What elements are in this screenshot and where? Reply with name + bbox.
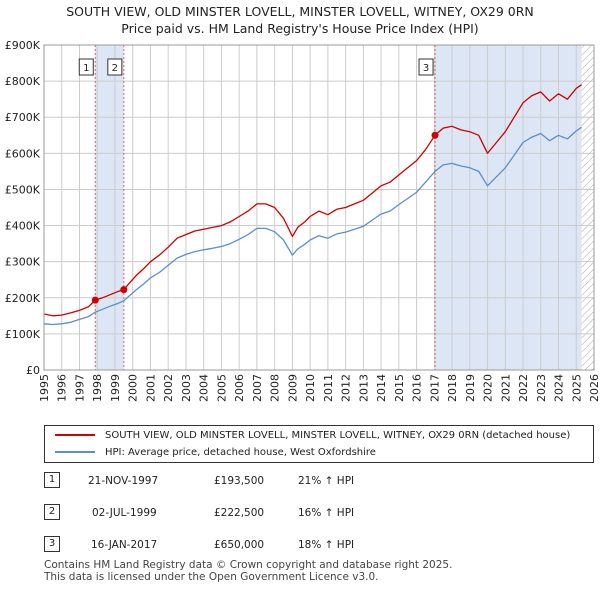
x-tick-label: 2024 — [553, 374, 566, 402]
x-tick-label: 2022 — [517, 374, 530, 402]
sale-date: 16-JAN-2017 — [91, 539, 158, 551]
x-tick-label: 2018 — [446, 374, 459, 402]
x-tick-label: 1996 — [56, 374, 69, 402]
x-tick-label: 2009 — [286, 374, 299, 402]
sale-hpi-change: 16% ↑ HPI — [298, 507, 355, 519]
x-tick-label: 2001 — [144, 374, 157, 402]
x-tick-label: 2017 — [428, 374, 441, 402]
footer: Contains HM Land Registry data © Crown c… — [44, 559, 452, 583]
x-tick-label: 2016 — [411, 374, 424, 402]
x-tick-label: 2023 — [535, 374, 548, 402]
x-tick-label: 1995 — [38, 374, 51, 402]
legend-swatch-property — [55, 434, 95, 436]
footer-line-2: This data is licensed under the Open Gov… — [44, 571, 379, 583]
sale-label: 2 — [112, 63, 118, 74]
y-tick-label: £200K — [5, 292, 41, 305]
sale-number: 1 — [44, 472, 60, 488]
sale-period-shade — [95, 45, 124, 370]
x-tick-label: 2021 — [499, 374, 512, 402]
forecast-hatch — [581, 45, 594, 370]
title-line-2: Price paid vs. HM Land Registry's House … — [121, 21, 479, 36]
y-tick-label: £700K — [5, 111, 41, 124]
x-tick-label: 2000 — [127, 374, 140, 402]
sale-number: 2 — [44, 504, 60, 520]
y-tick-label: £300K — [5, 256, 41, 269]
sale-row: 1 21-NOV-1997 £193,500 21% ↑ HPI — [44, 471, 594, 491]
title-line-1: SOUTH VIEW, OLD MINSTER LOVELL, MINSTER … — [66, 4, 534, 19]
y-tick-label: £600K — [5, 147, 41, 160]
legend: SOUTH VIEW, OLD MINSTER LOVELL, MINSTER … — [44, 425, 594, 463]
sale-price: £222,500 — [214, 507, 265, 519]
sale-label-box — [78, 58, 94, 76]
price-chart: 1 2 3 £0 £100K £200K £300K £400K £500K £600K £700… — [5, 39, 600, 402]
sale-hpi-change: 18% ↑ HPI — [298, 539, 355, 551]
property-price-line — [43, 84, 582, 317]
x-tick-label: 2003 — [180, 374, 193, 402]
legend-label-hpi: HPI: Average price, detached house, West… — [105, 447, 376, 458]
y-tick-label: £400K — [5, 220, 41, 233]
sale-label: 1 — [83, 63, 89, 74]
x-tick-label: 2006 — [233, 374, 246, 402]
x-tick-label: 2014 — [375, 374, 388, 402]
y-tick-label: £800K — [5, 75, 41, 88]
x-tick-label: 2025 — [570, 374, 583, 402]
x-tick-label: 2013 — [357, 374, 370, 402]
sale-row: 2 02-JUL-1999 £222,500 16% ↑ HPI — [44, 503, 594, 523]
legend-item-property: SOUTH VIEW, OLD MINSTER LOVELL, MINSTER … — [55, 428, 570, 444]
sale-date: 02-JUL-1999 — [92, 507, 157, 519]
y-tick-label: £100K — [5, 328, 41, 341]
x-tick-label: 2008 — [269, 374, 282, 402]
sale-price: £650,000 — [214, 539, 265, 551]
sale-label: 3 — [423, 63, 429, 74]
y-tick-label: £900K — [5, 39, 41, 52]
x-tick-label: 1999 — [109, 374, 122, 402]
sale-point — [120, 286, 128, 294]
x-tick-label: 1998 — [91, 374, 104, 402]
footer-line-1: Contains HM Land Registry data © Crown c… — [44, 559, 453, 571]
legend-swatch-hpi — [55, 451, 95, 453]
legend-item-hpi: HPI: Average price, detached house, West… — [55, 445, 376, 461]
sale-point — [91, 296, 99, 304]
x-tick-label: 2019 — [464, 374, 477, 402]
x-tick-label: 2015 — [393, 374, 406, 402]
x-tick-label: 2010 — [304, 374, 317, 402]
sale-hpi-change: 21% ↑ HPI — [298, 475, 355, 487]
x-tick-label: 2007 — [251, 374, 264, 402]
sale-price: £193,500 — [214, 475, 265, 487]
legend-label-property: SOUTH VIEW, OLD MINSTER LOVELL, MINSTER … — [105, 430, 571, 441]
sale-period-shade — [435, 45, 582, 370]
sale-date: 21-NOV-1997 — [88, 475, 159, 487]
x-tick-label: 1997 — [73, 374, 86, 402]
sale-number: 3 — [44, 536, 60, 552]
x-tick-label: 2005 — [215, 374, 228, 402]
chart-title: SOUTH VIEW, OLD MINSTER LOVELL, MINSTER … — [0, 3, 600, 37]
y-tick-label: £0 — [26, 364, 40, 377]
y-tick-label: £500K — [5, 183, 41, 196]
sale-label-box — [418, 58, 434, 76]
hpi-line — [43, 126, 582, 326]
x-tick-label: 2012 — [340, 374, 353, 402]
sale-label-box — [107, 58, 123, 76]
x-tick-label: 2011 — [322, 374, 335, 402]
x-tick-label: 2026 — [588, 374, 600, 402]
x-tick-label: 2004 — [198, 374, 211, 402]
x-tick-label: 2020 — [482, 374, 495, 402]
sale-point — [431, 131, 439, 139]
x-tick-label: 2002 — [162, 374, 175, 402]
sale-row: 3 16-JAN-2017 £650,000 18% ↑ HPI — [44, 535, 594, 555]
